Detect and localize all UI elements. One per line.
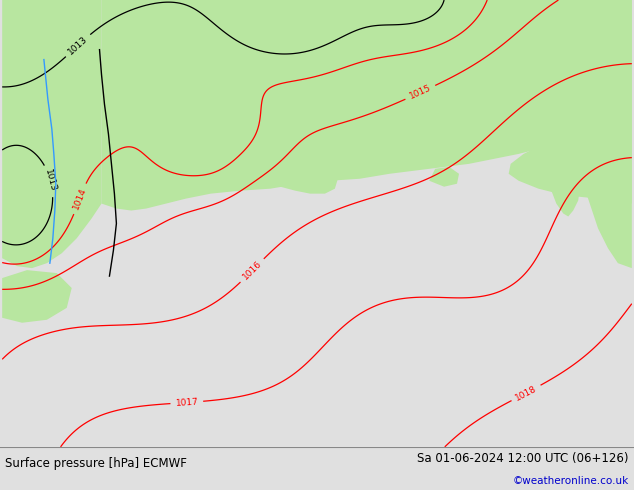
Polygon shape bbox=[159, 82, 173, 97]
Text: Sa 01-06-2024 12:00 UTC (06+126): Sa 01-06-2024 12:00 UTC (06+126) bbox=[417, 452, 629, 466]
Polygon shape bbox=[508, 129, 632, 203]
Polygon shape bbox=[154, 145, 168, 159]
Polygon shape bbox=[398, 65, 411, 78]
Text: 1013: 1013 bbox=[43, 169, 58, 193]
Polygon shape bbox=[475, 98, 489, 112]
Text: 1016: 1016 bbox=[241, 259, 264, 282]
Polygon shape bbox=[174, 71, 188, 84]
Polygon shape bbox=[145, 100, 158, 114]
Polygon shape bbox=[412, 82, 425, 96]
Polygon shape bbox=[354, 112, 368, 126]
Polygon shape bbox=[548, 137, 580, 217]
Polygon shape bbox=[486, 82, 500, 97]
Polygon shape bbox=[427, 95, 440, 108]
Polygon shape bbox=[306, 134, 358, 179]
Polygon shape bbox=[568, 0, 632, 268]
Polygon shape bbox=[206, 62, 278, 131]
Polygon shape bbox=[368, 80, 380, 94]
Polygon shape bbox=[508, 53, 533, 75]
Text: 1013: 1013 bbox=[67, 34, 89, 56]
Polygon shape bbox=[2, 0, 101, 268]
Polygon shape bbox=[499, 63, 513, 76]
Polygon shape bbox=[295, 23, 404, 48]
Polygon shape bbox=[148, 122, 161, 136]
Polygon shape bbox=[186, 65, 290, 194]
Polygon shape bbox=[429, 167, 459, 187]
Polygon shape bbox=[101, 0, 632, 211]
Polygon shape bbox=[446, 123, 461, 144]
Text: Surface pressure [hPa] ECMWF: Surface pressure [hPa] ECMWF bbox=[5, 457, 187, 470]
Polygon shape bbox=[384, 91, 398, 106]
Polygon shape bbox=[338, 85, 352, 99]
Text: 1015: 1015 bbox=[408, 84, 432, 101]
Polygon shape bbox=[2, 270, 72, 323]
Text: ©weatheronline.co.uk: ©weatheronline.co.uk bbox=[513, 475, 629, 486]
Polygon shape bbox=[280, 157, 338, 194]
Polygon shape bbox=[159, 174, 174, 194]
Text: 1017: 1017 bbox=[175, 397, 198, 408]
Text: 1018: 1018 bbox=[514, 384, 538, 402]
Text: 1014: 1014 bbox=[72, 187, 88, 211]
